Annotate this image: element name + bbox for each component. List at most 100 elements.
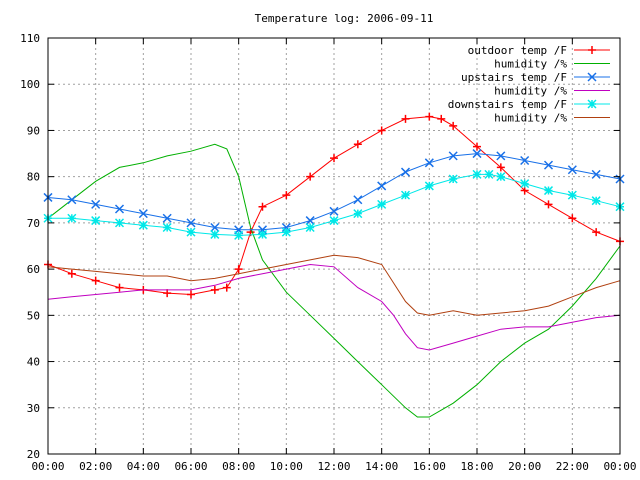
- series-3-point: [496, 151, 506, 161]
- series-1-point: [330, 154, 338, 163]
- legend-marker: [588, 46, 596, 54]
- x-tick-label: 12:00: [317, 460, 350, 473]
- series-5-point: [91, 216, 101, 226]
- series-5-point: [67, 213, 77, 223]
- y-tick-label: 80: [27, 171, 40, 184]
- legend-marker: [587, 99, 597, 109]
- series-line-6: [47, 254, 621, 316]
- y-tick-label: 40: [27, 356, 40, 369]
- series-1-point: [377, 126, 386, 135]
- series-1-point: [115, 283, 124, 292]
- series-5-point: [520, 179, 530, 189]
- series-5-point: [257, 229, 268, 239]
- series-5-point: [484, 169, 494, 179]
- x-tick-label: 16:00: [413, 460, 446, 473]
- series-5-point: [400, 190, 411, 200]
- x-tick-label: 10:00: [270, 460, 303, 473]
- legend-label: humidity /%: [494, 85, 567, 98]
- y-tick-label: 30: [27, 402, 40, 415]
- x-tick-label: 18:00: [460, 460, 493, 473]
- series-5-point: [281, 227, 291, 237]
- series-1-point: [91, 276, 100, 285]
- series-5-point: [210, 229, 220, 239]
- chart-title: Temperature log: 2006-09-11: [255, 12, 434, 25]
- legend-label: humidity /%: [494, 112, 567, 125]
- legend-label: upstairs temp /F: [461, 71, 567, 84]
- x-tick-label: 06:00: [174, 460, 207, 473]
- series-1-point: [163, 289, 172, 298]
- series-1-point: [449, 121, 458, 130]
- series-3-point: [186, 218, 196, 228]
- series-3-point: [353, 195, 363, 205]
- series-1-point: [282, 191, 291, 200]
- series-3-point: [210, 222, 220, 233]
- legend-label: downstairs temp /F: [448, 98, 567, 111]
- series-3-point: [162, 213, 172, 223]
- series-1-point: [473, 142, 481, 151]
- series-5-point: [448, 174, 458, 184]
- series-3-point: [400, 167, 411, 177]
- series-3-point: [543, 160, 554, 170]
- y-tick-label: 110: [20, 32, 40, 45]
- series-3-point: [377, 181, 387, 191]
- series-1-point: [306, 172, 315, 181]
- series-1-point: [258, 202, 267, 211]
- series-3-point: [67, 195, 77, 205]
- series-5-point: [377, 199, 387, 209]
- x-tick-label: 00:00: [603, 460, 636, 473]
- series-3-point: [305, 216, 315, 226]
- series-line-2: [47, 143, 621, 418]
- series-1-point: [187, 290, 195, 299]
- series-5-point: [329, 216, 339, 226]
- x-tick-label: 00:00: [31, 460, 64, 473]
- series-3-point: [329, 206, 339, 216]
- series-5-point: [353, 209, 363, 219]
- series-3-point: [424, 158, 434, 168]
- series-1-point: [592, 228, 601, 237]
- series-1-point: [520, 186, 529, 195]
- series-1-point: [437, 114, 446, 123]
- series-1-point: [568, 214, 577, 223]
- series-5-point: [114, 218, 125, 228]
- series-3-point: [91, 199, 101, 209]
- y-tick-label: 20: [27, 448, 40, 461]
- x-tick-label: 02:00: [79, 460, 112, 473]
- series-1-point: [496, 163, 505, 172]
- series-5-point: [591, 196, 601, 206]
- series-5-point: [472, 169, 482, 179]
- series-3-point: [448, 151, 458, 161]
- series-3-point: [138, 209, 148, 219]
- series-5-point: [186, 227, 196, 237]
- x-tick-label: 04:00: [127, 460, 160, 473]
- series-3-point: [114, 204, 125, 214]
- series-1-point: [401, 114, 410, 123]
- y-tick-label: 60: [27, 263, 40, 276]
- x-tick-label: 14:00: [365, 460, 398, 473]
- series-5-point: [234, 230, 244, 240]
- series-1-point: [67, 269, 76, 278]
- series-5-point: [138, 220, 148, 230]
- series-line-4: [47, 263, 621, 351]
- y-tick-label: 90: [27, 124, 40, 137]
- x-tick-label: 22:00: [556, 460, 589, 473]
- series-5-point: [162, 222, 172, 233]
- series-3-point: [591, 169, 601, 179]
- y-tick-label: 100: [20, 78, 40, 91]
- series-5-point: [496, 172, 506, 182]
- legend-label: humidity /%: [494, 58, 567, 71]
- series-1-point: [234, 265, 243, 274]
- series-1-point: [544, 200, 553, 209]
- series-3-point: [472, 149, 482, 159]
- legend-label: outdoor temp /F: [468, 44, 567, 57]
- legend-marker: [587, 72, 597, 82]
- y-tick-label: 50: [27, 309, 40, 322]
- series-1-point: [425, 112, 434, 121]
- x-tick-label: 20:00: [508, 460, 541, 473]
- series-1-point: [210, 285, 219, 294]
- series-line-1: [47, 116, 621, 296]
- y-tick-label: 70: [27, 217, 40, 230]
- series-1-point: [353, 140, 362, 149]
- series-3-point: [567, 165, 577, 175]
